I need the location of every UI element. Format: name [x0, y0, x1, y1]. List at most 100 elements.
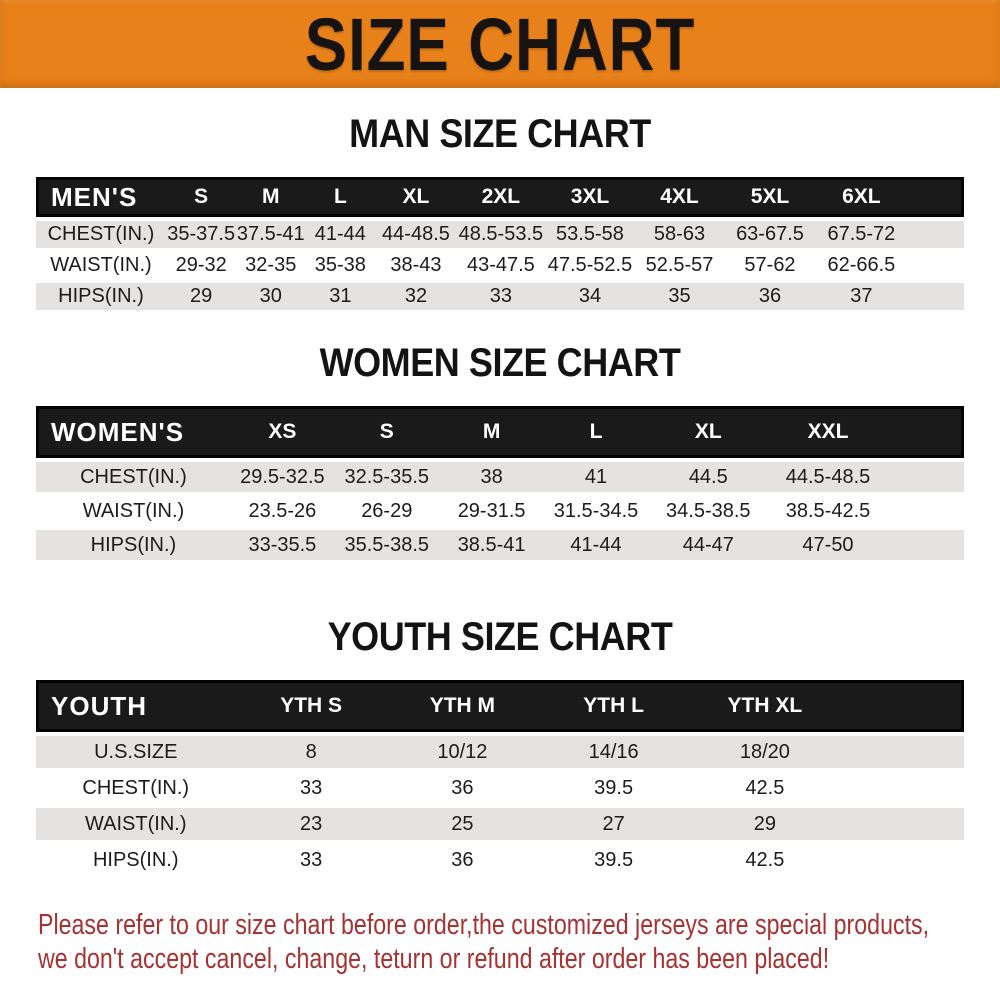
table-row: CHEST(IN.) 33 36 39.5 42.5 — [36, 772, 964, 804]
size-value: 39.5 — [538, 844, 690, 876]
women-size-table: WOMEN'S XS S M L XL XXL CHEST(IN.) 29.5-32.5 32.5… — [36, 402, 964, 564]
header-spacer — [840, 680, 964, 732]
row-label: CHEST(IN.) — [36, 462, 231, 492]
header-spacer — [887, 406, 964, 458]
size-value: 37 — [815, 283, 908, 310]
banner-title: SIZE CHART — [304, 2, 696, 86]
men-size-table: MEN'S S M L XL 2XL 3XL 4XL 5XL 6XL CHEST(IN.) 35-37… — [36, 173, 964, 314]
column-header: XS — [230, 406, 334, 458]
column-header: XL — [648, 406, 769, 458]
notice-line-2: we don't accept cancel, change, teturn o… — [38, 943, 830, 976]
size-value: 36 — [386, 772, 539, 804]
size-chart-page: SIZE CHART MAN SIZE CHART MEN'S S M L XL 2XL 3… — [0, 0, 1000, 976]
size-value: 35-37.5 — [165, 221, 237, 248]
men-section-title: MAN SIZE CHART — [349, 112, 651, 156]
size-value: 38 — [439, 462, 544, 492]
column-header: M — [439, 406, 544, 458]
size-value: 62-66.5 — [815, 252, 908, 279]
column-header: XXL — [768, 406, 888, 458]
row-label: U.S.SIZE — [36, 736, 236, 768]
table-row: U.S.SIZE 8 10/12 14/16 18/20 — [36, 736, 964, 768]
column-header: 6XL — [815, 177, 908, 217]
size-value: 32 — [375, 283, 457, 310]
row-spacer — [840, 772, 964, 804]
size-value: 29-31.5 — [439, 496, 544, 526]
size-value: 38.5-41 — [439, 530, 544, 560]
size-value: 34 — [545, 283, 635, 310]
row-spacer — [840, 844, 964, 876]
column-header: 3XL — [545, 177, 635, 217]
size-value: 29-32 — [165, 252, 237, 279]
table-corner-label: YOUTH — [36, 680, 236, 732]
column-header: L — [543, 406, 649, 458]
size-value: 35 — [634, 283, 725, 310]
column-header: YTH XL — [689, 680, 841, 732]
size-value: 30 — [236, 283, 306, 310]
size-value: 33-35.5 — [230, 530, 334, 560]
column-header: YTH S — [235, 680, 387, 732]
row-spacer — [840, 736, 964, 768]
row-spacer — [907, 283, 964, 310]
size-value: 38-43 — [375, 252, 457, 279]
table-row: WAIST(IN.) 23 25 27 29 — [36, 808, 964, 840]
column-header: M — [236, 177, 306, 217]
row-spacer — [887, 530, 964, 560]
size-value: 35.5-38.5 — [333, 530, 440, 560]
table-row: HIPS(IN.) 29 30 31 32 33 34 35 36 37 — [36, 283, 964, 310]
row-spacer — [887, 496, 964, 526]
column-header: YTH L — [538, 680, 690, 732]
size-value: 52.5-57 — [634, 252, 725, 279]
row-label: HIPS(IN.) — [36, 283, 166, 310]
column-header: 2XL — [456, 177, 546, 217]
size-value: 33 — [235, 844, 387, 876]
size-value: 32.5-35.5 — [333, 462, 440, 492]
size-value: 25 — [386, 808, 539, 840]
row-label: WAIST(IN.) — [36, 252, 166, 279]
size-chart-banner: SIZE CHART — [0, 0, 1000, 88]
size-value: 57-62 — [724, 252, 816, 279]
size-value: 33 — [456, 283, 546, 310]
size-value: 26-29 — [333, 496, 440, 526]
size-value: 32-35 — [236, 252, 306, 279]
column-header: 4XL — [634, 177, 725, 217]
size-value: 34.5-38.5 — [648, 496, 769, 526]
size-value: 10/12 — [386, 736, 539, 768]
column-header: YTH M — [386, 680, 539, 732]
table-corner-label: WOMEN'S — [36, 406, 231, 458]
size-value: 58-63 — [634, 221, 725, 248]
size-value: 29 — [689, 808, 841, 840]
size-value: 41-44 — [543, 530, 649, 560]
size-value: 39.5 — [538, 772, 690, 804]
size-value: 44-47 — [648, 530, 769, 560]
row-label: CHEST(IN.) — [36, 221, 166, 248]
size-value: 23 — [235, 808, 387, 840]
table-row: CHEST(IN.) 35-37.5 37.5-41 41-44 44-48.5 48.5… — [36, 221, 964, 248]
row-spacer — [907, 221, 964, 248]
size-value: 44.5-48.5 — [768, 462, 888, 492]
size-value: 35-38 — [305, 252, 376, 279]
row-label: HIPS(IN.) — [36, 530, 231, 560]
size-value: 43-47.5 — [456, 252, 546, 279]
table-corner-label: MEN'S — [36, 177, 166, 217]
size-value: 36 — [386, 844, 539, 876]
size-value: 42.5 — [689, 844, 841, 876]
header-spacer — [907, 177, 964, 217]
row-label: CHEST(IN.) — [36, 772, 236, 804]
table-row: CHEST(IN.) 29.5-32.5 32.5-35.5 38 41 44.5 44.5… — [36, 462, 964, 492]
row-spacer — [907, 252, 964, 279]
size-value: 41 — [543, 462, 649, 492]
size-value: 38.5-42.5 — [768, 496, 888, 526]
row-label: WAIST(IN.) — [36, 808, 236, 840]
women-section: WOMEN SIZE CHART WOMEN'S XS S M L XL XXL CHEST(… — [0, 340, 1000, 564]
size-value: 36 — [724, 283, 816, 310]
order-notice: Please refer to our size chart before or… — [0, 908, 1000, 976]
size-value: 18/20 — [689, 736, 841, 768]
column-header: 5XL — [724, 177, 816, 217]
size-value: 47-50 — [768, 530, 888, 560]
row-spacer — [840, 808, 964, 840]
youth-size-table: YOUTH YTH S YTH M YTH L YTH XL U.S.SIZE 8 10/12… — [36, 676, 964, 880]
column-header: S — [333, 406, 440, 458]
size-value: 67.5-72 — [815, 221, 908, 248]
youth-section-title: YOUTH SIZE CHART — [327, 615, 673, 659]
size-value: 44.5 — [648, 462, 769, 492]
